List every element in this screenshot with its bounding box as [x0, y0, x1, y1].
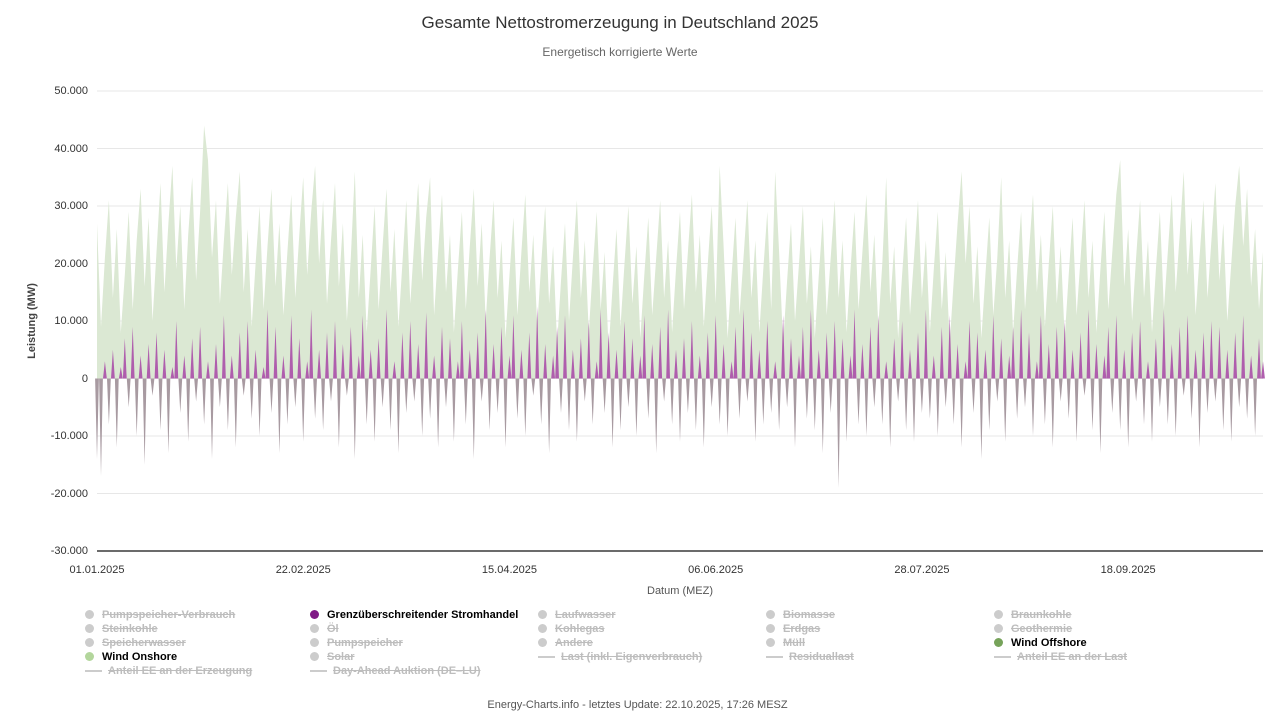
- legend-item-residuallast[interactable]: Residuallast: [766, 650, 854, 663]
- legend-dot-icon: [538, 610, 547, 619]
- legend-dot-icon: [766, 624, 775, 633]
- legend-item-label: Anteil EE an der Erzeugung: [108, 664, 253, 677]
- x-tick-label: 01.01.2025: [69, 564, 125, 576]
- y-tick-label: 30.000: [54, 200, 88, 212]
- legend-dot-icon: [766, 638, 775, 647]
- legend-item-label: Geothermie: [1011, 622, 1073, 635]
- legend-item-label: Solar: [327, 650, 355, 663]
- legend-dot-icon: [85, 624, 94, 633]
- y-tick-label: -10.000: [50, 430, 88, 442]
- legend-item-label: Müll: [783, 636, 805, 649]
- chart-canvas: [95, 90, 1265, 552]
- legend-item-wind-onshore[interactable]: Wind Onshore: [85, 650, 252, 663]
- chart-subtitle: Energetisch korrigierte Werte: [542, 45, 698, 59]
- legend-item-label: Day-Ahead Auktion (DE–LU): [333, 664, 481, 677]
- y-tick-label: 50.000: [54, 85, 88, 97]
- y-tick-label: 10.000: [54, 315, 88, 327]
- y-tick-label: -20.000: [50, 487, 88, 500]
- legend-dot-icon: [538, 638, 547, 647]
- legend-item-label: Anteil EE an der Last: [1017, 650, 1128, 663]
- legend-item-steinkohle[interactable]: Steinkohle: [85, 622, 252, 635]
- chart-title: Gesamte Nettostromerzeugung in Deutschla…: [421, 13, 819, 32]
- legend-item--l[interactable]: Öl: [310, 622, 518, 635]
- legend-item-label: Speicherwasser: [102, 636, 186, 649]
- x-tick-label: 15.04.2025: [481, 564, 537, 576]
- legend-dot-icon: [310, 652, 319, 661]
- legend-item-label: Wind Offshore: [1011, 636, 1087, 649]
- x-axis-title: Datum (MEZ): [647, 585, 713, 597]
- legend-line-icon: [85, 669, 102, 672]
- legend-item-label: Pumpspeicher: [327, 636, 403, 649]
- legend-item-label: Andere: [555, 636, 593, 649]
- legend-item-label: Pumpspeicher-Verbrauch: [102, 608, 236, 621]
- legend-dot-icon: [994, 624, 1003, 633]
- legend-item-pumpspeicher[interactable]: Pumpspeicher: [310, 636, 518, 649]
- legend-item-label: Kohlegas: [555, 622, 605, 635]
- legend-dot-icon: [85, 652, 94, 661]
- legend-item-label: Braunkohle: [1011, 608, 1072, 621]
- y-axis-title: Leistung (MW): [26, 283, 38, 359]
- legend-item-m-ll[interactable]: Müll: [766, 636, 854, 649]
- legend-item-braunkohle[interactable]: Braunkohle: [994, 608, 1127, 621]
- chart-legend: Pumpspeicher-Verbrauch Steinkohle Speicher…: [0, 609, 1280, 689]
- legend-item-label: Last (inkl. Eigenverbrauch): [561, 650, 703, 663]
- x-tick-label: 28.07.2025: [894, 564, 950, 576]
- y-tick-label: 0: [81, 372, 88, 385]
- legend-item-erdgas[interactable]: Erdgas: [766, 622, 854, 635]
- legend-dot-icon: [310, 624, 319, 633]
- x-tick-label: 06.06.2025: [688, 564, 744, 576]
- legend-dot-icon: [85, 638, 94, 647]
- legend-item-anteil-ee-an-der-erzeugung[interactable]: Anteil EE an der Erzeugung: [85, 664, 253, 677]
- x-tick-label: 18.09.2025: [1100, 564, 1156, 576]
- y-tick-label: 20.000: [54, 257, 88, 270]
- legend-item-wind-offshore[interactable]: Wind Offshore: [994, 636, 1127, 649]
- legend-item-andere[interactable]: Andere: [538, 636, 702, 649]
- legend-line-icon: [766, 655, 783, 658]
- series-trade-negative: [95, 378, 1258, 488]
- legend-line-icon: [310, 669, 327, 672]
- legend-item-label: Residuallast: [789, 650, 854, 663]
- legend-item-label: Erdgas: [783, 622, 821, 635]
- legend-item-last-inkl-eigenverbrauch-[interactable]: Last (inkl. Eigenverbrauch): [538, 650, 703, 663]
- series-trade-positive: [103, 306, 1265, 379]
- legend-item-laufwasser[interactable]: Laufwasser: [538, 608, 702, 621]
- legend-dot-icon: [538, 624, 547, 633]
- legend-item-day-ahead-auktion-de-lu-[interactable]: Day-Ahead Auktion (DE–LU): [310, 664, 518, 677]
- legend-item-pumpspeicher-verbrauch[interactable]: Pumpspeicher-Verbrauch: [85, 608, 252, 621]
- legend-item-label: Grenzüberschreitender Stromhandel: [327, 608, 519, 621]
- legend-dot-icon: [994, 638, 1003, 647]
- legend-item-label: Laufwasser: [555, 608, 616, 621]
- legend-dot-icon: [85, 610, 94, 619]
- legend-item-label: Wind Onshore: [102, 650, 178, 663]
- x-tick-label: 22.02.2025: [275, 564, 331, 576]
- legend-dot-icon: [994, 610, 1003, 619]
- legend-dot-icon: [310, 610, 319, 619]
- legend-item-biomasse[interactable]: Biomasse: [766, 608, 854, 621]
- legend-item-speicherwasser[interactable]: Speicherwasser: [85, 636, 252, 649]
- legend-item-label: Biomasse: [783, 608, 835, 621]
- footer-credit: Energy-Charts.info - letztes Update: 22.…: [487, 699, 788, 711]
- legend-item-grenz-berschreitender-stromhandel[interactable]: Grenzüberschreitender Stromhandel: [310, 608, 519, 621]
- legend-item-label: Öl: [327, 622, 339, 635]
- series-wind-onshore: [97, 125, 1263, 379]
- legend-item-solar[interactable]: Solar: [310, 650, 518, 663]
- legend-item-label: Steinkohle: [102, 622, 158, 635]
- legend-item-kohlegas[interactable]: Kohlegas: [538, 622, 702, 635]
- legend-item-anteil-ee-an-der-last[interactable]: Anteil EE an der Last: [994, 650, 1128, 663]
- legend-line-icon: [538, 655, 555, 658]
- legend-line-icon: [994, 655, 1011, 658]
- legend-dot-icon: [310, 638, 319, 647]
- legend-item-geothermie[interactable]: Geothermie: [994, 622, 1127, 635]
- y-tick-label: 40.000: [54, 142, 88, 155]
- y-tick-label: -30.000: [50, 545, 88, 557]
- legend-dot-icon: [766, 610, 775, 619]
